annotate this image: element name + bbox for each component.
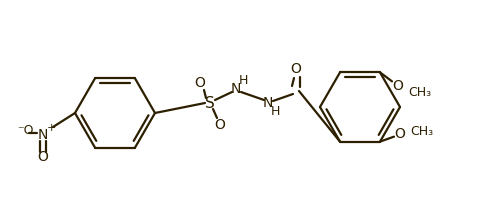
Text: ⁻O: ⁻O <box>17 124 33 138</box>
Text: CH₃: CH₃ <box>408 86 432 99</box>
Text: N: N <box>231 82 241 96</box>
Text: CH₃: CH₃ <box>411 125 434 138</box>
Text: O: O <box>392 79 403 93</box>
Text: O: O <box>38 150 48 164</box>
Text: O: O <box>394 127 405 141</box>
Text: N: N <box>263 96 273 110</box>
Text: O: O <box>291 62 302 76</box>
Text: H: H <box>271 104 280 118</box>
Text: +: + <box>46 123 56 133</box>
Text: N: N <box>38 128 48 142</box>
Text: O: O <box>215 118 226 132</box>
Text: O: O <box>195 76 206 90</box>
Text: H: H <box>239 74 248 88</box>
Text: S: S <box>205 96 215 111</box>
